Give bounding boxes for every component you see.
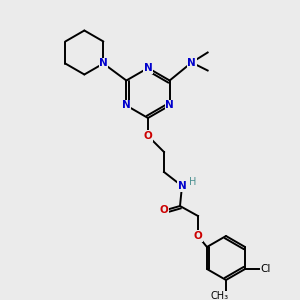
Text: H: H [189,177,196,187]
Text: Cl: Cl [260,264,270,274]
Text: N: N [178,181,186,191]
Text: O: O [160,205,168,215]
Text: O: O [194,231,202,241]
Text: N: N [122,100,131,110]
Text: CH₃: CH₃ [211,291,229,300]
Text: O: O [144,131,152,141]
Text: N: N [144,63,152,73]
Text: N: N [99,58,108,68]
Text: N: N [165,100,174,110]
Text: N: N [187,58,196,68]
